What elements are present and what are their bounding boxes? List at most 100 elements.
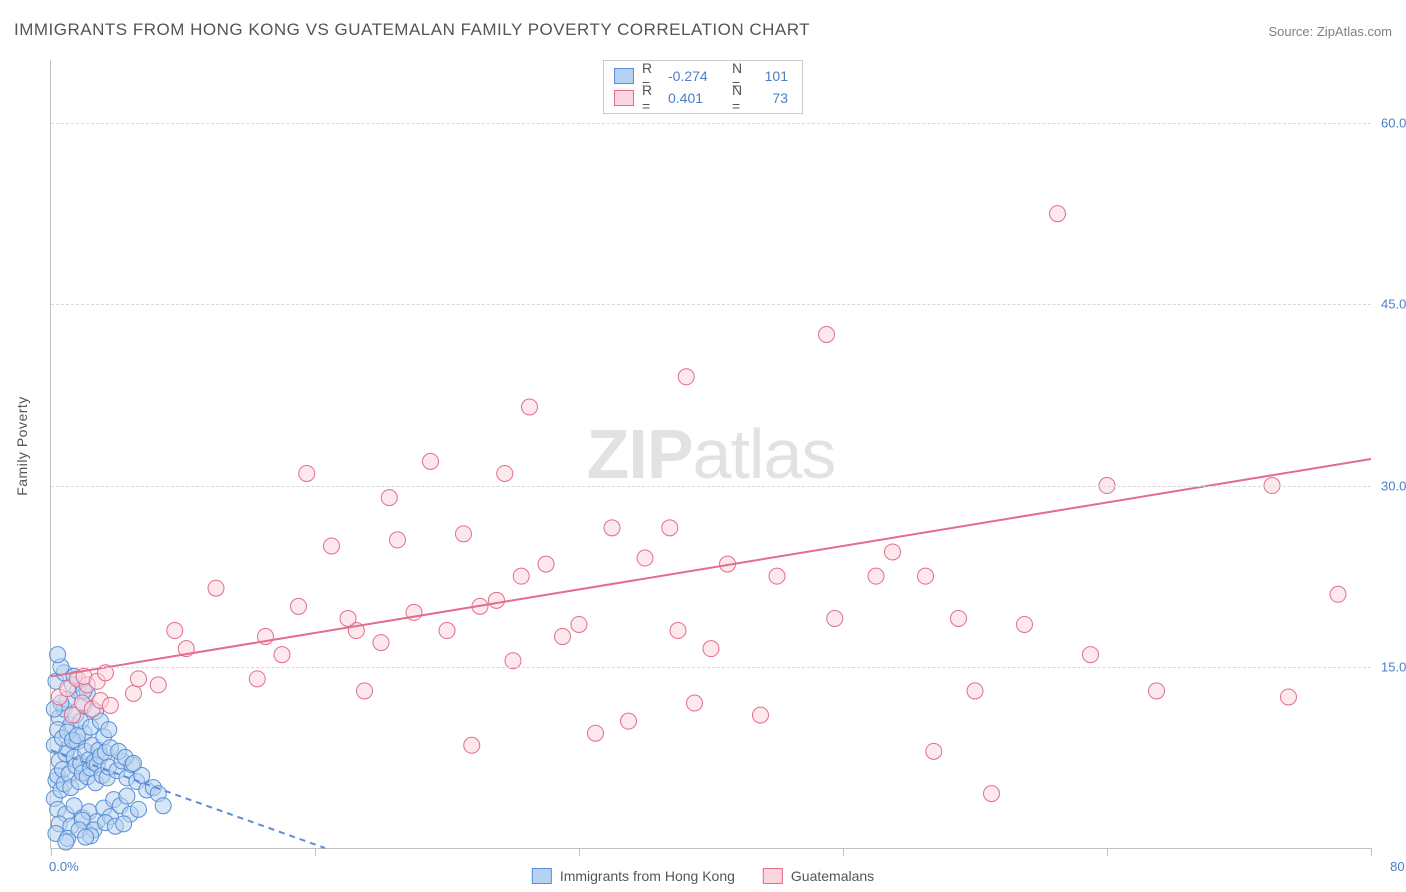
gridline xyxy=(51,486,1371,487)
data-point xyxy=(497,465,513,481)
data-point xyxy=(1083,647,1099,663)
data-point xyxy=(126,755,142,771)
x-tick xyxy=(579,848,580,856)
data-point xyxy=(621,713,637,729)
gridline xyxy=(51,123,1371,124)
x-tick xyxy=(843,848,844,856)
legend-n-label: N = xyxy=(732,82,750,114)
data-point xyxy=(1017,616,1033,632)
x-tick xyxy=(1107,848,1108,856)
y-axis-label: Family Poverty xyxy=(14,396,30,496)
data-point xyxy=(819,327,835,343)
data-point xyxy=(588,725,604,741)
data-point xyxy=(208,580,224,596)
x-tick-label: 0.0% xyxy=(49,859,79,874)
data-point xyxy=(291,598,307,614)
x-tick xyxy=(315,848,316,856)
legend-swatch xyxy=(763,868,783,884)
y-tick-label: 45.0% xyxy=(1381,297,1406,312)
legend-label: Immigrants from Hong Kong xyxy=(560,868,735,884)
chart-container: IMMIGRANTS FROM HONG KONG VS GUATEMALAN … xyxy=(0,0,1406,892)
data-point xyxy=(150,677,166,693)
data-point xyxy=(926,743,942,759)
gridline xyxy=(51,667,1371,668)
plot-area: ZIPatlas 15.0%30.0%45.0%60.0%0.0%80.0% xyxy=(50,60,1371,849)
legend-swatch xyxy=(614,68,634,84)
data-point xyxy=(357,683,373,699)
data-point xyxy=(101,722,117,738)
data-point xyxy=(102,697,118,713)
legend-r-value: 0.401 xyxy=(668,90,724,106)
legend-item: Guatemalans xyxy=(763,868,874,884)
legend-item: Immigrants from Hong Kong xyxy=(532,868,735,884)
legend-swatch xyxy=(532,868,552,884)
data-point xyxy=(274,647,290,663)
data-point xyxy=(637,550,653,566)
data-point xyxy=(373,635,389,651)
data-point xyxy=(340,610,356,626)
data-point xyxy=(464,737,480,753)
data-point xyxy=(678,369,694,385)
data-point xyxy=(555,629,571,645)
data-point xyxy=(116,816,132,832)
data-point xyxy=(439,623,455,639)
source-attribution: Source: ZipAtlas.com xyxy=(1268,24,1392,39)
data-point xyxy=(604,520,620,536)
data-point xyxy=(984,786,1000,802)
data-point xyxy=(967,683,983,699)
data-point xyxy=(69,728,85,744)
data-point xyxy=(130,801,146,817)
data-point xyxy=(130,671,146,687)
legend-row: R =-0.274N =101 xyxy=(614,65,788,87)
data-point xyxy=(885,544,901,560)
legend-n-value: 101 xyxy=(758,68,788,84)
data-point xyxy=(50,647,66,663)
data-point xyxy=(299,465,315,481)
y-tick-label: 15.0% xyxy=(1381,659,1406,674)
data-point xyxy=(58,834,74,850)
data-point xyxy=(827,610,843,626)
legend-swatch xyxy=(614,90,634,106)
data-point xyxy=(1149,683,1165,699)
data-point xyxy=(155,798,171,814)
series-legend: Immigrants from Hong Kong Guatemalans xyxy=(532,868,874,884)
legend-r-value: -0.274 xyxy=(668,68,724,84)
data-point xyxy=(670,623,686,639)
data-point xyxy=(489,592,505,608)
data-point xyxy=(769,568,785,584)
scatter-svg xyxy=(51,60,1371,848)
data-point xyxy=(753,707,769,723)
legend-row: R =0.401N =73 xyxy=(614,87,788,109)
data-point xyxy=(324,538,340,554)
data-point xyxy=(1281,689,1297,705)
data-point xyxy=(78,829,94,845)
x-tick xyxy=(1371,848,1372,856)
data-point xyxy=(167,623,183,639)
y-tick-label: 60.0% xyxy=(1381,116,1406,131)
x-tick-label: 80.0% xyxy=(1390,859,1406,874)
legend-label: Guatemalans xyxy=(791,868,874,884)
data-point xyxy=(951,610,967,626)
data-point xyxy=(390,532,406,548)
data-point xyxy=(513,568,529,584)
data-point xyxy=(868,568,884,584)
data-point xyxy=(1330,586,1346,602)
data-point xyxy=(381,490,397,506)
gridline xyxy=(51,304,1371,305)
data-point xyxy=(662,520,678,536)
data-point xyxy=(249,671,265,687)
chart-title: IMMIGRANTS FROM HONG KONG VS GUATEMALAN … xyxy=(14,20,810,40)
data-point xyxy=(1050,206,1066,222)
data-point xyxy=(538,556,554,572)
data-point xyxy=(456,526,472,542)
data-point xyxy=(126,685,142,701)
data-point xyxy=(687,695,703,711)
data-point xyxy=(918,568,934,584)
correlation-legend: R =-0.274N =101R =0.401N =73 xyxy=(603,60,803,114)
data-point xyxy=(423,453,439,469)
data-point xyxy=(522,399,538,415)
x-tick xyxy=(51,848,52,856)
legend-r-label: R = xyxy=(642,82,660,114)
data-point xyxy=(571,616,587,632)
data-point xyxy=(119,788,135,804)
